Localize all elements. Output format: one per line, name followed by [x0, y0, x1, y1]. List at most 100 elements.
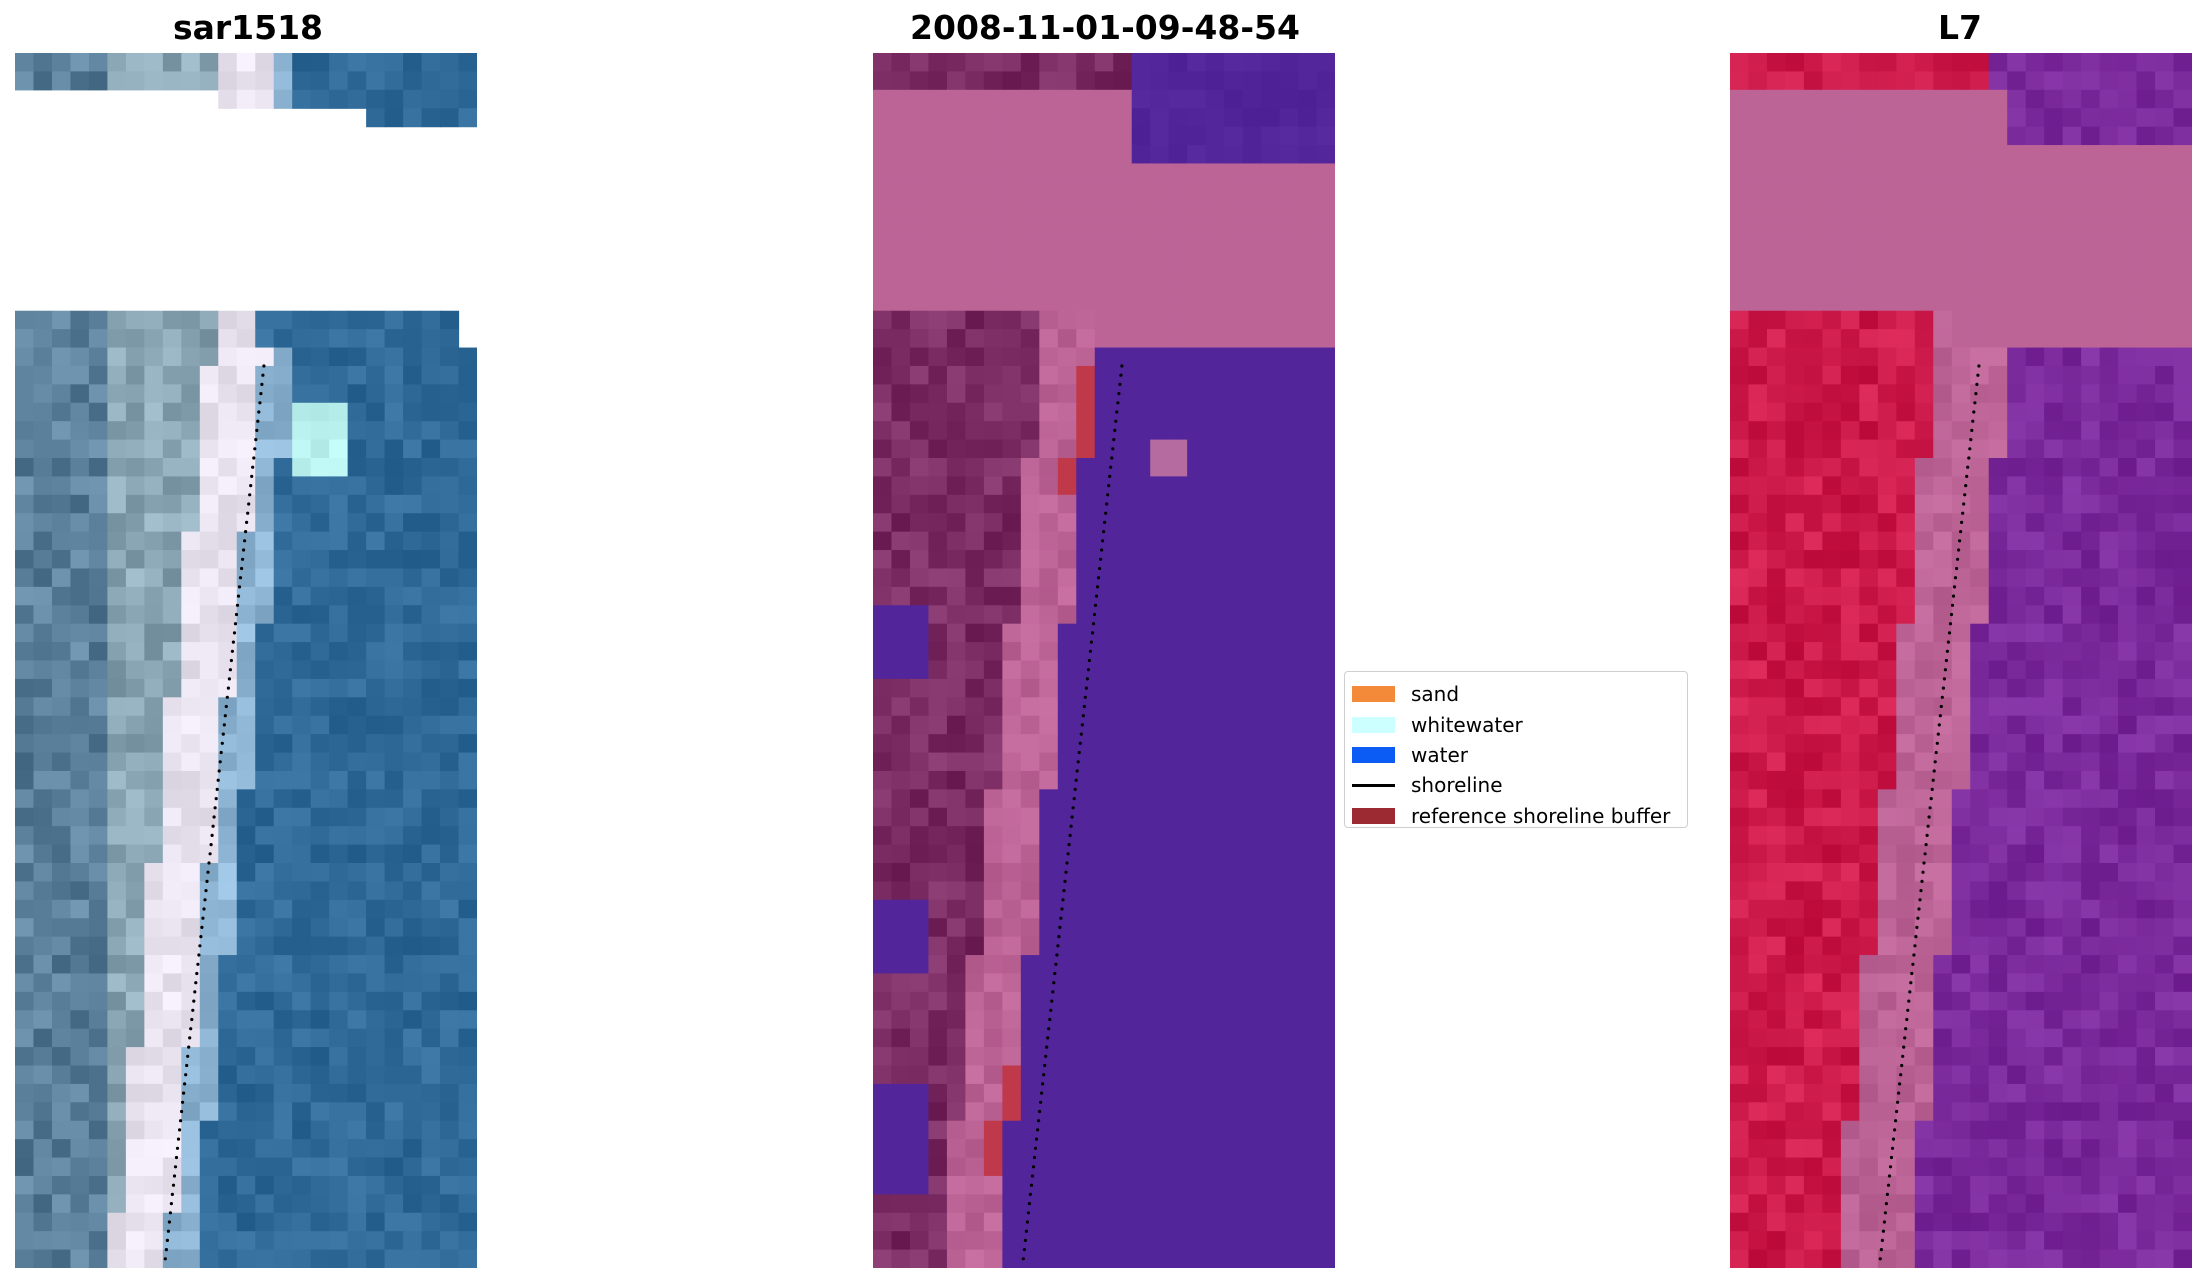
- image-pixel: [2044, 108, 2064, 128]
- image-pixel: [928, 329, 948, 349]
- image-pixel: [1168, 181, 1188, 201]
- shoreline-dot: [1044, 1054, 1048, 1058]
- image-pixel: [1094, 292, 1114, 312]
- image-pixel: [458, 531, 477, 551]
- image-pixel: [1840, 237, 1860, 257]
- image-pixel: [891, 973, 911, 993]
- image-pixel: [347, 1231, 367, 1251]
- image-pixel: [1168, 402, 1188, 422]
- image-pixel: [2007, 145, 2027, 165]
- image-pixel: [1298, 108, 1318, 128]
- image-pixel: [1896, 1120, 1916, 1140]
- image-pixel: [1298, 255, 1318, 275]
- shoreline-dot: [1092, 612, 1097, 617]
- shoreline-dot: [1885, 1192, 1889, 1196]
- image-pixel: [1131, 218, 1151, 238]
- image-pixel: [1057, 623, 1077, 643]
- image-pixel: [1113, 1083, 1133, 1103]
- image-pixel: [162, 863, 182, 883]
- image-pixel: [255, 310, 275, 330]
- image-pixel: [1840, 1231, 1860, 1251]
- image-pixel: [1914, 1139, 1934, 1159]
- image-pixel: [1076, 973, 1096, 993]
- image-pixel: [51, 1249, 72, 1268]
- image-pixel: [1933, 991, 1953, 1011]
- image-pixel: [1205, 918, 1225, 938]
- image-pixel: [70, 1139, 90, 1159]
- image-pixel: [1298, 292, 1318, 312]
- image-pixel: [1730, 273, 1750, 293]
- image-pixel: [329, 789, 349, 809]
- image-pixel: [2155, 752, 2175, 772]
- image-pixel: [458, 1102, 477, 1122]
- shoreline-dot: [1109, 465, 1113, 469]
- image-pixel: [144, 899, 164, 919]
- image-pixel: [2081, 789, 2101, 809]
- image-pixel: [928, 1065, 948, 1085]
- image-pixel: [1150, 1231, 1170, 1251]
- image-pixel: [1803, 402, 1823, 422]
- image-pixel: [1748, 476, 1768, 496]
- image-pixel: [2099, 991, 2119, 1011]
- image-pixel: [162, 1120, 182, 1140]
- shoreline-dot: [224, 704, 228, 709]
- shoreline-dot: [1029, 1183, 1034, 1187]
- image-pixel: [33, 71, 53, 91]
- image-pixel: [403, 1231, 423, 1251]
- image-pixel: [2044, 955, 2064, 975]
- image-pixel: [347, 826, 367, 846]
- image-pixel: [2062, 531, 2082, 551]
- image-pixel: [1150, 623, 1170, 643]
- image-pixel: [310, 53, 330, 73]
- image-pixel: [1933, 402, 1953, 422]
- image-pixel: [2099, 734, 2119, 754]
- image-pixel: [2118, 550, 2138, 570]
- image-pixel: [909, 715, 930, 735]
- image-pixel: [2099, 955, 2119, 975]
- image-pixel: [15, 458, 35, 478]
- image-pixel: [329, 71, 349, 91]
- image-pixel: [1002, 439, 1022, 459]
- image-pixel: [162, 1212, 182, 1232]
- image-pixel: [1951, 955, 1971, 975]
- image-pixel: [1131, 384, 1151, 404]
- image-pixel: [1187, 973, 1207, 993]
- shoreline-dot: [1879, 1248, 1883, 1252]
- image-pixel: [1057, 1083, 1077, 1103]
- shoreline-dot: [1975, 382, 1979, 386]
- image-pixel: [329, 329, 349, 349]
- image-pixel: [2136, 1083, 2156, 1103]
- image-pixel: [88, 550, 108, 570]
- image-pixel: [1914, 310, 1934, 330]
- image-pixel: [928, 163, 948, 183]
- image-pixel: [70, 770, 90, 790]
- image-pixel: [1988, 863, 2008, 883]
- image-pixel: [2007, 715, 2027, 735]
- image-pixel: [292, 936, 312, 956]
- image-pixel: [199, 1139, 219, 1159]
- image-pixel: [1988, 384, 2008, 404]
- sand-swatch: [1352, 686, 1395, 703]
- image-pixel: [1748, 770, 1768, 790]
- image-pixel: [1020, 955, 1040, 975]
- image-pixel: [255, 1010, 275, 1030]
- shoreline-dot: [1949, 612, 1954, 617]
- image-pixel: [1803, 1139, 1823, 1159]
- image-pixel: [1877, 145, 1897, 165]
- image-pixel: [144, 586, 164, 606]
- image-pixel: [2062, 384, 2082, 404]
- image-pixel: [1002, 384, 1022, 404]
- image-pixel: [1859, 1231, 1879, 1251]
- image-pixel: [2136, 1175, 2156, 1195]
- image-pixel: [107, 899, 127, 919]
- image-pixel: [2136, 108, 2156, 128]
- image-pixel: [2099, 384, 2119, 404]
- image-pixel: [2118, 89, 2138, 109]
- image-pixel: [1877, 255, 1897, 275]
- image-pixel: [1748, 991, 1768, 1011]
- image-pixel: [236, 1047, 256, 1067]
- image-pixel: [1822, 1194, 1842, 1214]
- image-pixel: [1914, 421, 1934, 441]
- image-pixel: [946, 863, 966, 883]
- image-pixel: [983, 660, 1003, 680]
